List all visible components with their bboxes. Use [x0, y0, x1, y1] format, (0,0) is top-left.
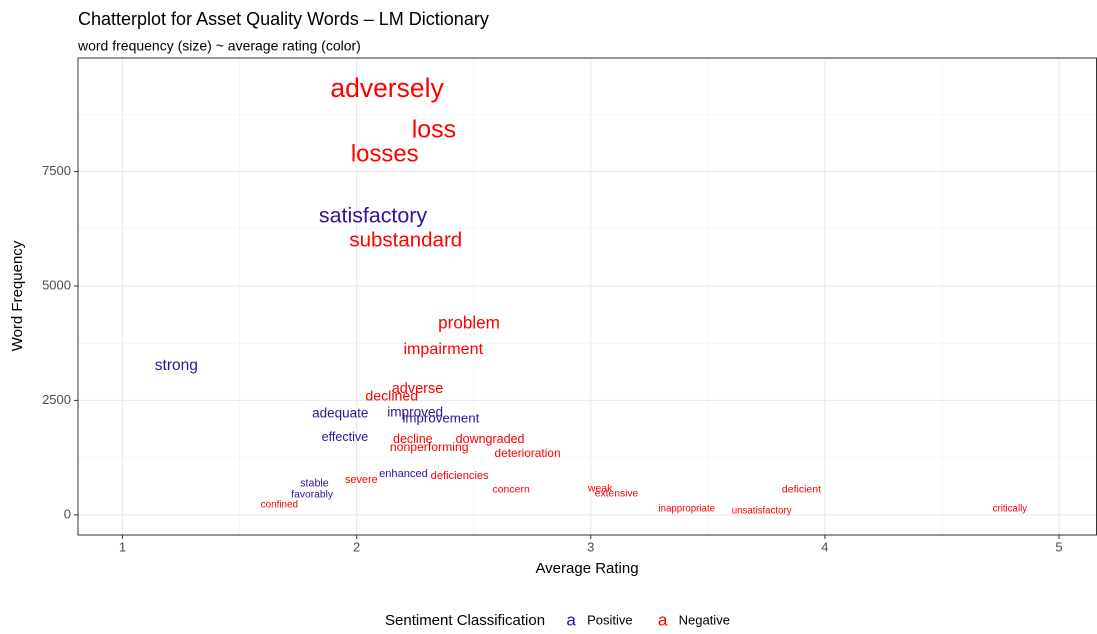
- word-point: favorably: [291, 490, 334, 501]
- x-tick-label: 5: [1055, 539, 1062, 554]
- y-tick-label: 5000: [42, 277, 71, 292]
- word-point: adverse: [392, 381, 444, 397]
- word-point: impairment: [403, 340, 483, 358]
- word-point: decline: [393, 432, 433, 446]
- y-axis-title: Word Frequency: [9, 240, 26, 351]
- word-point: loss: [412, 116, 456, 144]
- word-point: confined: [261, 499, 298, 510]
- word-point: nonperforming: [390, 440, 469, 454]
- word-point: unsatisfactory: [732, 505, 792, 516]
- word-point: problem: [438, 313, 500, 332]
- legend: Sentiment Classification a Positive a Negati…: [385, 610, 730, 629]
- word-point: deficiencies: [431, 470, 489, 482]
- word-point: severe: [345, 474, 378, 486]
- word-point: downgraded: [456, 432, 525, 446]
- word-point: strong: [155, 357, 198, 374]
- x-tick-label: 3: [587, 539, 594, 554]
- y-tick-label: 7500: [42, 163, 71, 178]
- legend-label: Negative: [679, 612, 730, 627]
- word-point: declined: [365, 389, 418, 405]
- plot-marks: satisfactory strong adequate improvedimprov…: [155, 73, 1027, 516]
- word-point: weak: [587, 483, 613, 495]
- word-point: enhanced: [379, 468, 428, 480]
- legend-key: a: [658, 610, 668, 629]
- word-point: improved: [387, 405, 443, 420]
- legend-label: Positive: [587, 612, 633, 627]
- y-tick-label: 0: [64, 506, 71, 521]
- word-point: satisfactory: [319, 204, 427, 228]
- x-tick-label: 4: [821, 539, 828, 554]
- word-point: substandard: [349, 228, 462, 251]
- legend-key: a: [566, 610, 576, 629]
- word-point: adequate: [312, 405, 368, 420]
- y-tick-label: 2500: [42, 392, 71, 407]
- word-point: stable: [300, 478, 329, 490]
- word-point: adversely: [330, 73, 444, 103]
- word-point: deficient: [782, 484, 821, 496]
- word-point: inappropriate: [658, 503, 715, 514]
- word-point: critically: [993, 503, 1028, 514]
- x-axis-title: Average Rating: [535, 560, 638, 577]
- chart-subtitle: word frequency (size) ~ average rating (…: [77, 38, 361, 54]
- x-tick-label: 1: [119, 539, 126, 554]
- word-point: deterioration: [494, 446, 560, 460]
- word-point: extensive: [595, 489, 639, 500]
- panel-border: [77, 57, 1097, 536]
- word-point: improvement: [402, 410, 479, 425]
- legend-title: Sentiment Classification: [385, 612, 545, 629]
- chart-title: Chatterplot for Asset Quality Words – LM…: [78, 9, 489, 29]
- grid: [78, 58, 1097, 535]
- word-point: losses: [351, 140, 419, 167]
- word-point: concern: [492, 484, 530, 496]
- word-point: effective: [322, 430, 369, 444]
- x-tick-label: 2: [353, 539, 360, 554]
